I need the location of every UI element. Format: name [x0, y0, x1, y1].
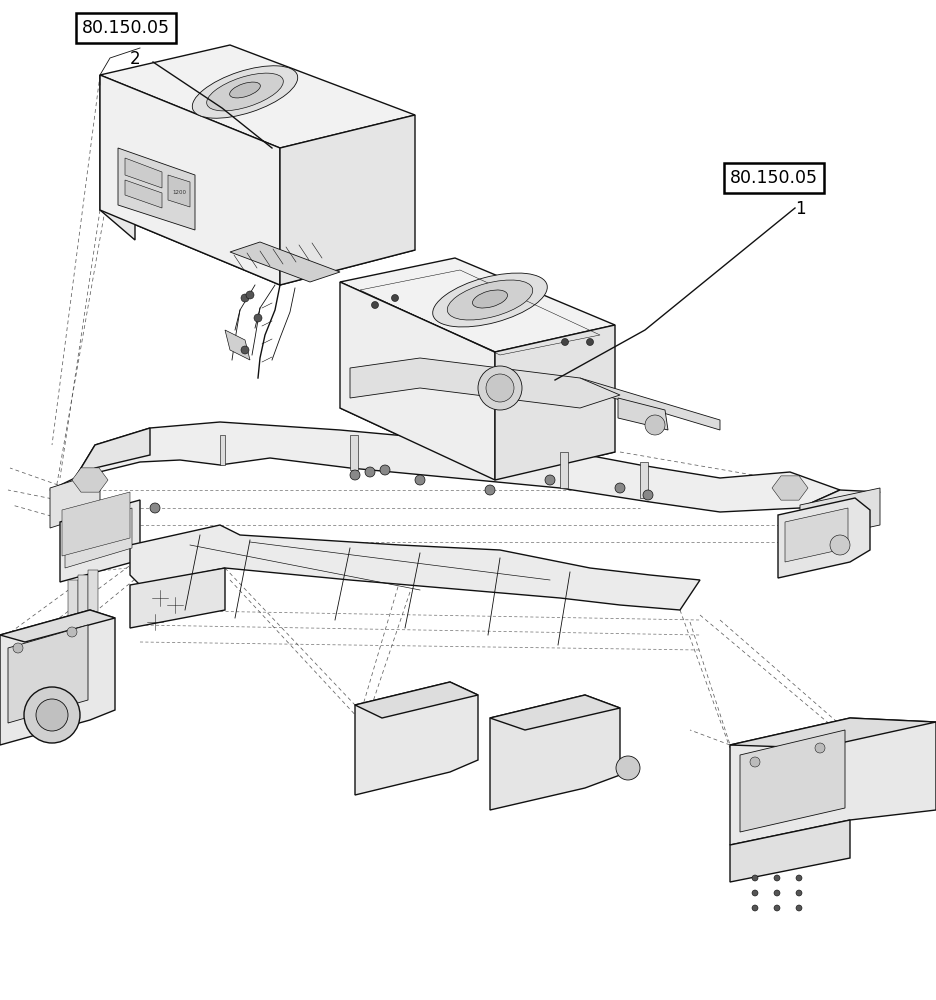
Polygon shape: [785, 508, 848, 562]
Circle shape: [372, 302, 378, 308]
Polygon shape: [355, 682, 478, 718]
Text: 1: 1: [795, 200, 805, 218]
Circle shape: [391, 294, 399, 302]
Polygon shape: [8, 625, 88, 723]
Circle shape: [752, 905, 758, 911]
Polygon shape: [50, 478, 95, 498]
Circle shape: [67, 627, 77, 637]
Polygon shape: [130, 568, 225, 628]
Polygon shape: [0, 610, 115, 745]
Polygon shape: [580, 378, 720, 430]
Polygon shape: [340, 282, 495, 480]
Polygon shape: [350, 358, 620, 408]
Circle shape: [752, 890, 758, 896]
Polygon shape: [125, 158, 162, 188]
Polygon shape: [125, 180, 162, 208]
Circle shape: [796, 890, 802, 896]
Ellipse shape: [192, 66, 298, 118]
Circle shape: [830, 535, 850, 555]
Polygon shape: [130, 525, 700, 610]
Circle shape: [13, 643, 23, 653]
Polygon shape: [88, 570, 98, 635]
Polygon shape: [68, 580, 78, 645]
Text: 1200: 1200: [172, 190, 186, 194]
Polygon shape: [75, 428, 150, 502]
Polygon shape: [50, 472, 100, 528]
Circle shape: [241, 346, 249, 354]
Circle shape: [478, 366, 522, 410]
Text: 80.150.05: 80.150.05: [730, 169, 818, 187]
Circle shape: [365, 467, 375, 477]
Circle shape: [415, 475, 425, 485]
Polygon shape: [230, 242, 340, 282]
Circle shape: [350, 470, 360, 480]
Polygon shape: [118, 148, 195, 230]
Polygon shape: [640, 462, 648, 498]
Circle shape: [380, 465, 390, 475]
Polygon shape: [65, 508, 132, 568]
Circle shape: [643, 490, 653, 500]
Circle shape: [36, 699, 68, 731]
Polygon shape: [490, 695, 620, 730]
Circle shape: [241, 294, 249, 302]
Polygon shape: [340, 378, 615, 480]
Circle shape: [254, 314, 262, 322]
Polygon shape: [225, 330, 250, 360]
Circle shape: [796, 875, 802, 881]
Circle shape: [587, 338, 593, 346]
Polygon shape: [560, 452, 568, 488]
Circle shape: [150, 503, 160, 513]
Polygon shape: [100, 75, 135, 240]
Polygon shape: [490, 695, 620, 810]
Polygon shape: [60, 500, 140, 582]
Polygon shape: [730, 718, 936, 748]
Circle shape: [750, 757, 760, 767]
Ellipse shape: [447, 280, 533, 320]
Ellipse shape: [229, 82, 260, 98]
Text: 2: 2: [130, 50, 140, 68]
Circle shape: [562, 338, 568, 346]
Circle shape: [545, 475, 555, 485]
Circle shape: [24, 687, 80, 743]
Circle shape: [774, 875, 780, 881]
Ellipse shape: [207, 73, 284, 111]
Polygon shape: [100, 45, 415, 148]
Ellipse shape: [432, 273, 548, 327]
Polygon shape: [495, 325, 615, 480]
Circle shape: [616, 756, 640, 780]
Polygon shape: [800, 490, 880, 512]
Polygon shape: [220, 435, 225, 465]
Polygon shape: [100, 75, 280, 285]
Circle shape: [615, 483, 625, 493]
Text: 80.150.05: 80.150.05: [82, 19, 170, 37]
Polygon shape: [280, 115, 415, 285]
Polygon shape: [618, 398, 668, 430]
Polygon shape: [350, 435, 358, 470]
Circle shape: [774, 890, 780, 896]
Polygon shape: [778, 498, 870, 578]
Polygon shape: [75, 422, 840, 512]
Polygon shape: [800, 488, 880, 542]
Circle shape: [752, 875, 758, 881]
Polygon shape: [78, 575, 88, 640]
Polygon shape: [340, 258, 615, 352]
Polygon shape: [740, 730, 845, 832]
Ellipse shape: [473, 290, 507, 308]
Polygon shape: [772, 476, 808, 500]
Circle shape: [796, 905, 802, 911]
Polygon shape: [62, 492, 130, 556]
Polygon shape: [355, 682, 478, 795]
Circle shape: [815, 743, 825, 753]
Circle shape: [485, 485, 495, 495]
Polygon shape: [730, 718, 936, 845]
Polygon shape: [0, 610, 115, 642]
Circle shape: [645, 415, 665, 435]
Polygon shape: [100, 175, 415, 285]
Circle shape: [774, 905, 780, 911]
Circle shape: [246, 291, 254, 299]
Circle shape: [486, 374, 514, 402]
Polygon shape: [72, 468, 108, 492]
Polygon shape: [168, 175, 190, 207]
Polygon shape: [730, 820, 850, 882]
